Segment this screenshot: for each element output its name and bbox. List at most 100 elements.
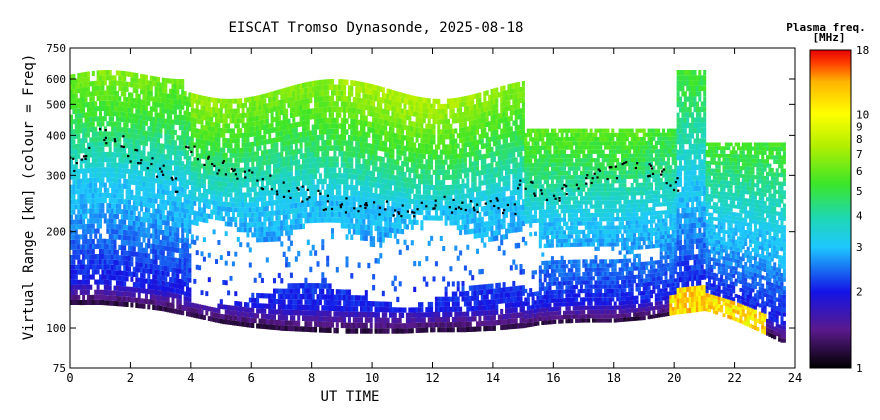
echo-cell <box>113 106 117 112</box>
echo-cell <box>103 70 107 76</box>
echo-cell <box>125 179 129 185</box>
echo-cell <box>135 226 139 232</box>
echo-cell <box>202 212 206 218</box>
echo-cell <box>94 228 98 234</box>
echo-cell <box>246 127 250 133</box>
echo-cell <box>420 225 424 231</box>
echo-cell <box>130 169 134 175</box>
echo-cell <box>79 264 83 270</box>
echo-cell <box>120 91 124 97</box>
echo-cell <box>188 146 192 151</box>
echo-cell <box>183 188 187 194</box>
echo-cell <box>258 176 262 182</box>
echo-cell <box>77 103 81 109</box>
echo-cell <box>224 314 228 320</box>
echo-cell <box>142 181 146 187</box>
echo-cell <box>128 261 132 267</box>
echo-cell <box>84 249 88 255</box>
echo-cell <box>149 182 153 188</box>
echo-cell <box>277 136 281 142</box>
echo-cell <box>142 273 146 279</box>
echo-cell <box>99 213 103 219</box>
echo-cell <box>159 87 163 93</box>
echo-cell <box>82 244 86 250</box>
echo-cell <box>108 234 112 240</box>
echo-cell <box>246 112 250 118</box>
echo-cell <box>268 298 272 304</box>
echo-cell <box>256 156 260 162</box>
echo-cell <box>108 131 112 137</box>
echo-cell <box>123 301 127 307</box>
echo-cell <box>280 325 284 331</box>
echo-cell <box>128 210 132 216</box>
echo-cell <box>212 146 216 152</box>
echo-cell <box>181 115 185 121</box>
echo-cell <box>205 101 209 107</box>
echo-cell <box>188 165 192 171</box>
echo-cell <box>183 242 187 248</box>
echo-cell <box>241 113 245 118</box>
echo-cell <box>123 117 127 123</box>
echo-cell <box>137 93 141 99</box>
echo-cell <box>164 296 168 302</box>
echo-cell <box>222 142 226 148</box>
echo-cell <box>103 111 107 117</box>
echo-cell <box>120 132 124 138</box>
echo-cell <box>82 289 86 295</box>
echo-cell <box>169 216 173 222</box>
echo-cell <box>268 216 272 222</box>
echo-cell <box>415 219 419 225</box>
echo-cell <box>96 223 100 229</box>
echo-cell <box>123 96 127 102</box>
echo-cell <box>149 197 153 203</box>
echo-cell <box>282 140 286 147</box>
echo-cell <box>231 202 235 208</box>
echo-cell <box>178 120 182 126</box>
echo-cell <box>157 112 161 118</box>
echo-cell <box>335 117 339 124</box>
echo-cell <box>181 258 185 264</box>
echo-cell <box>263 324 267 330</box>
echo-cell <box>263 211 267 217</box>
echo-cell <box>130 210 134 216</box>
echo-cell <box>89 116 93 122</box>
echo-cell <box>176 232 180 238</box>
echo-cell <box>147 207 151 213</box>
echo-cell <box>125 209 129 215</box>
echo-cell <box>70 124 74 130</box>
echo-cell <box>268 107 272 113</box>
echo-cell <box>101 208 105 214</box>
echo-cell <box>181 217 185 223</box>
echo-cell <box>282 299 286 305</box>
echo-cell <box>258 206 262 212</box>
echo-cell <box>103 157 107 163</box>
echo-cell <box>219 103 223 109</box>
echo-cell <box>219 147 223 153</box>
echo-cell <box>77 179 81 184</box>
echo-cell <box>231 113 235 119</box>
echo-cell <box>224 196 228 202</box>
echo-cell <box>234 207 238 213</box>
echo-cell <box>205 130 209 136</box>
echo-cell <box>207 131 211 136</box>
echo-cell <box>164 230 168 236</box>
echo-cell <box>135 231 139 237</box>
echo-cell <box>96 218 100 224</box>
echo-cell <box>285 288 289 294</box>
echo-cell <box>268 303 272 309</box>
echo-cell <box>256 227 260 233</box>
echo-cell <box>149 152 153 158</box>
echo-cell <box>120 152 124 158</box>
echo-cell <box>268 211 272 217</box>
echo-cell <box>268 159 272 165</box>
echo-cell <box>72 109 76 115</box>
echo-cell <box>96 269 100 275</box>
echo-cell <box>113 157 117 163</box>
echo-cell <box>190 307 194 313</box>
echo-cell <box>135 134 139 140</box>
echo-cell <box>217 142 221 148</box>
echo-cell <box>403 218 407 224</box>
echo-cell <box>309 250 313 256</box>
echo-cell <box>200 217 204 223</box>
echo-cell <box>91 86 95 92</box>
